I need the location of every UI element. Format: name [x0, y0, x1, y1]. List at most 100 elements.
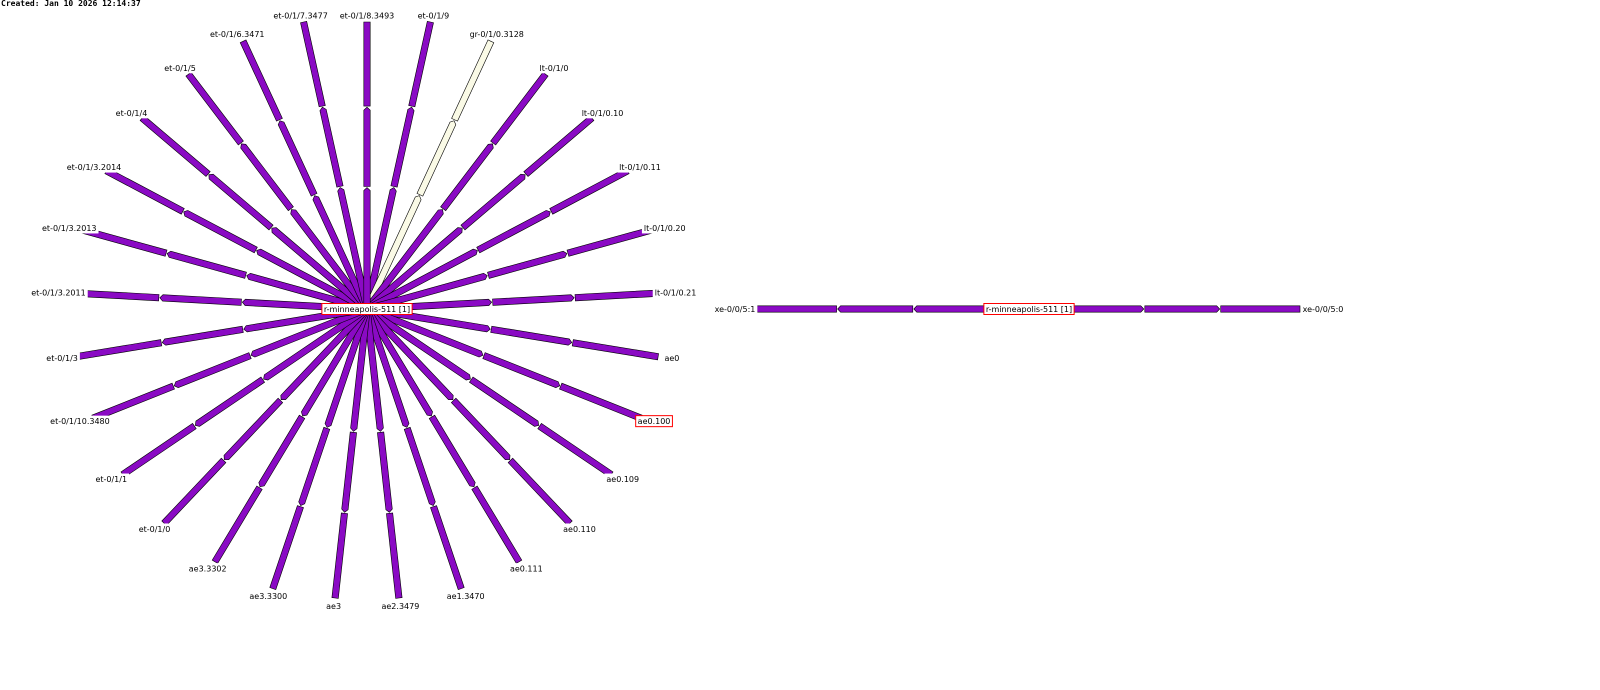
link-ae3-3302-segment: [211, 485, 263, 564]
link-ae0-110[interactable]: [364, 306, 573, 526]
router-node-hub2[interactable]: r-minneapolis-511 [1]: [983, 303, 1075, 315]
interface-label-et-0-1-8-3493-text: et-0/1/8.3493: [340, 12, 395, 21]
interface-label-et-0-1-3-2014-text: et-0/1/3.2014: [67, 163, 122, 172]
link-lt-0-1-0-20[interactable]: [365, 226, 653, 313]
interface-label-et-0-1-5-text: et-0/1/5: [164, 64, 196, 73]
interface-label-et-0-1-10-3480-text: et-0/1/10.3480: [50, 417, 110, 426]
link-lt-0-1-0-10-segment: [523, 115, 595, 177]
link-ae3-3300-segment: [298, 426, 331, 506]
link-et-0-1-6-3471[interactable]: [239, 39, 371, 311]
link-ae3-3302[interactable]: [211, 306, 371, 564]
hub-nodes-group: r-minneapolis-511 [1] r-minneapolis-511 […: [321, 303, 1075, 315]
link-et-0-1-7-3477[interactable]: [300, 20, 371, 311]
link-et-0-1-9[interactable]: [363, 20, 434, 311]
interface-label-et-0-1-3-2014-background: [64, 161, 124, 173]
link-ae2-3479[interactable]: [363, 308, 403, 599]
link-ae0-100[interactable]: [365, 305, 643, 422]
link-ae1-3470-segment: [403, 426, 436, 506]
link-lt-0-1-0-10[interactable]: [364, 115, 595, 312]
link-et-0-1-1[interactable]: [120, 305, 370, 478]
interface-label-et-0-1-5-background: [162, 62, 198, 74]
link-et-0-1-5[interactable]: [185, 71, 370, 312]
link-ae0-109-segment: [468, 376, 540, 427]
link-et-0-1-1-segment: [194, 376, 266, 427]
link-lt-0-1-0-21-segment: [574, 289, 663, 302]
link-et-0-1-3-segment: [161, 325, 244, 346]
interface-label-et-0-1-6-3471-text: et-0/1/6.3471: [210, 30, 265, 39]
link-et-0-1-5-segment: [240, 143, 294, 212]
link-ae2-3479-segment: [377, 431, 393, 513]
link-ae1-3470[interactable]: [363, 307, 465, 590]
interface-label-lt-0-1-0-10-background: [579, 107, 626, 119]
interface-label-ae0-100-background: [635, 415, 673, 428]
link-ae3-3300[interactable]: [269, 307, 371, 590]
link-ae0-111[interactable]: [363, 306, 523, 564]
interface-label-lt-0-1-0-10-text: lt-0/1/0.10: [582, 109, 624, 118]
link-gr-0-1-0-3128[interactable]: [363, 39, 495, 311]
interface-label-et-0-1-4: et-0/1/4: [113, 107, 150, 119]
interface-label-lt-0-1-0-20-background: [641, 222, 688, 234]
interface-label-et-0-1-3-2013: et-0/1/3.2013: [40, 222, 99, 234]
interface-label-ae3-3300: ae3.3300: [247, 590, 290, 602]
link-et-0-1-7-3477-segment: [300, 20, 326, 108]
link-ae0-109[interactable]: [364, 305, 614, 478]
interface-label-et-0-1-1-background: [93, 473, 130, 485]
link-et-0-1-10-3480[interactable]: [91, 305, 369, 422]
hub1-labels-group: et-0/1/9 gr-0/1/0.3128 lt-0/1/0 lt-0/1/0.10…: [29, 10, 699, 612]
interface-label-et-0-1-3: et-0/1/3: [44, 352, 80, 364]
link-et-0-1-4-segment: [139, 115, 211, 177]
interface-label-et-0-1-1: et-0/1/1: [93, 473, 130, 485]
interface-label-xe-0-0-5-1-text: xe-0/0/5:1: [715, 305, 756, 314]
interface-label-ae3-text: ae3: [326, 602, 341, 611]
interface-label-xe-0-0-5-0-text: xe-0/0/5:0: [1303, 305, 1344, 314]
interface-label-ae0-text: ae0: [664, 354, 679, 363]
interface-label-et-0-1-4-text: et-0/1/4: [116, 109, 148, 118]
interface-label-et-0-1-3-2014: et-0/1/3.2014: [64, 161, 124, 173]
interface-label-ae0-110-background: [561, 523, 598, 535]
interface-label-ae3-3302-text: ae3.3302: [189, 565, 227, 574]
link-et-0-1-3-2014[interactable]: [104, 167, 369, 313]
link-ae3-3302-segment: [258, 414, 306, 488]
interface-label-ae3-3302: ae3.3302: [186, 563, 229, 575]
link-et-0-1-7-3477-segment: [319, 106, 344, 188]
interface-label-et-0-1-3-text: et-0/1/3: [46, 354, 78, 363]
link-lt-0-1-0-11-segment: [549, 167, 630, 215]
link-lt-0-1-0[interactable]: [364, 71, 549, 312]
link-ae0-100-segment: [482, 352, 561, 389]
created-timestamp: Created: Jan 10 2026 12:14:37: [1, 0, 141, 8]
link-lt-0-1-0-10-segment: [460, 173, 526, 231]
link-et-0-1-8-3493-segment: [363, 21, 371, 107]
interface-label-et-0-1-6-3471-background: [207, 28, 267, 40]
link-et-0-1-10-3480-segment: [173, 352, 252, 389]
link-et-0-1-8-3493[interactable]: [363, 21, 371, 310]
link-ae3-segment: [331, 512, 348, 599]
link-ae3-3300-segment: [269, 505, 304, 590]
link-ae0-segment: [571, 339, 659, 361]
link-lt-0-1-0-11-segment: [476, 210, 551, 254]
link-et-0-1-0-segment: [161, 457, 227, 526]
link-lt-0-1-0-segment: [490, 71, 549, 146]
interface-label-ae0-111: ae0.111: [507, 563, 545, 575]
router-node-hub1[interactable]: r-minneapolis-511 [1]: [321, 303, 413, 315]
interface-label-ae1-3470-background: [444, 590, 487, 602]
router-node-hub1-label: r-minneapolis-511 [1]: [324, 305, 410, 314]
link-et-0-1-0[interactable]: [161, 306, 370, 526]
link-ae3[interactable]: [331, 308, 371, 599]
link-ae0-111-segment: [428, 414, 476, 488]
link-et-0-1-4[interactable]: [139, 115, 370, 312]
interface-label-ae3-background: [324, 600, 344, 612]
interface-label-et-0-1-8-3493: et-0/1/8.3493: [337, 10, 397, 21]
interface-label-et-0-1-0-background: [136, 523, 173, 535]
interface-label-et-0-1-1-text: et-0/1/1: [95, 475, 127, 484]
link-ae0-110-segment: [507, 457, 573, 526]
interface-label-et-0-1-3-2013-background: [40, 222, 99, 234]
interface-label-et-0-1-10-3480-background: [48, 415, 112, 427]
interface-label-ae0-109-text: ae0.109: [606, 475, 639, 484]
link-lt-0-1-0-11[interactable]: [365, 167, 630, 313]
interface-label-ae0-110: ae0.110: [561, 523, 598, 535]
interface-label-et-0-1-0: et-0/1/0: [136, 523, 173, 535]
interface-label-ae2-3479: ae2.3479: [379, 600, 422, 612]
router-node-hub2-label: r-minneapolis-511 [1]: [986, 305, 1072, 314]
